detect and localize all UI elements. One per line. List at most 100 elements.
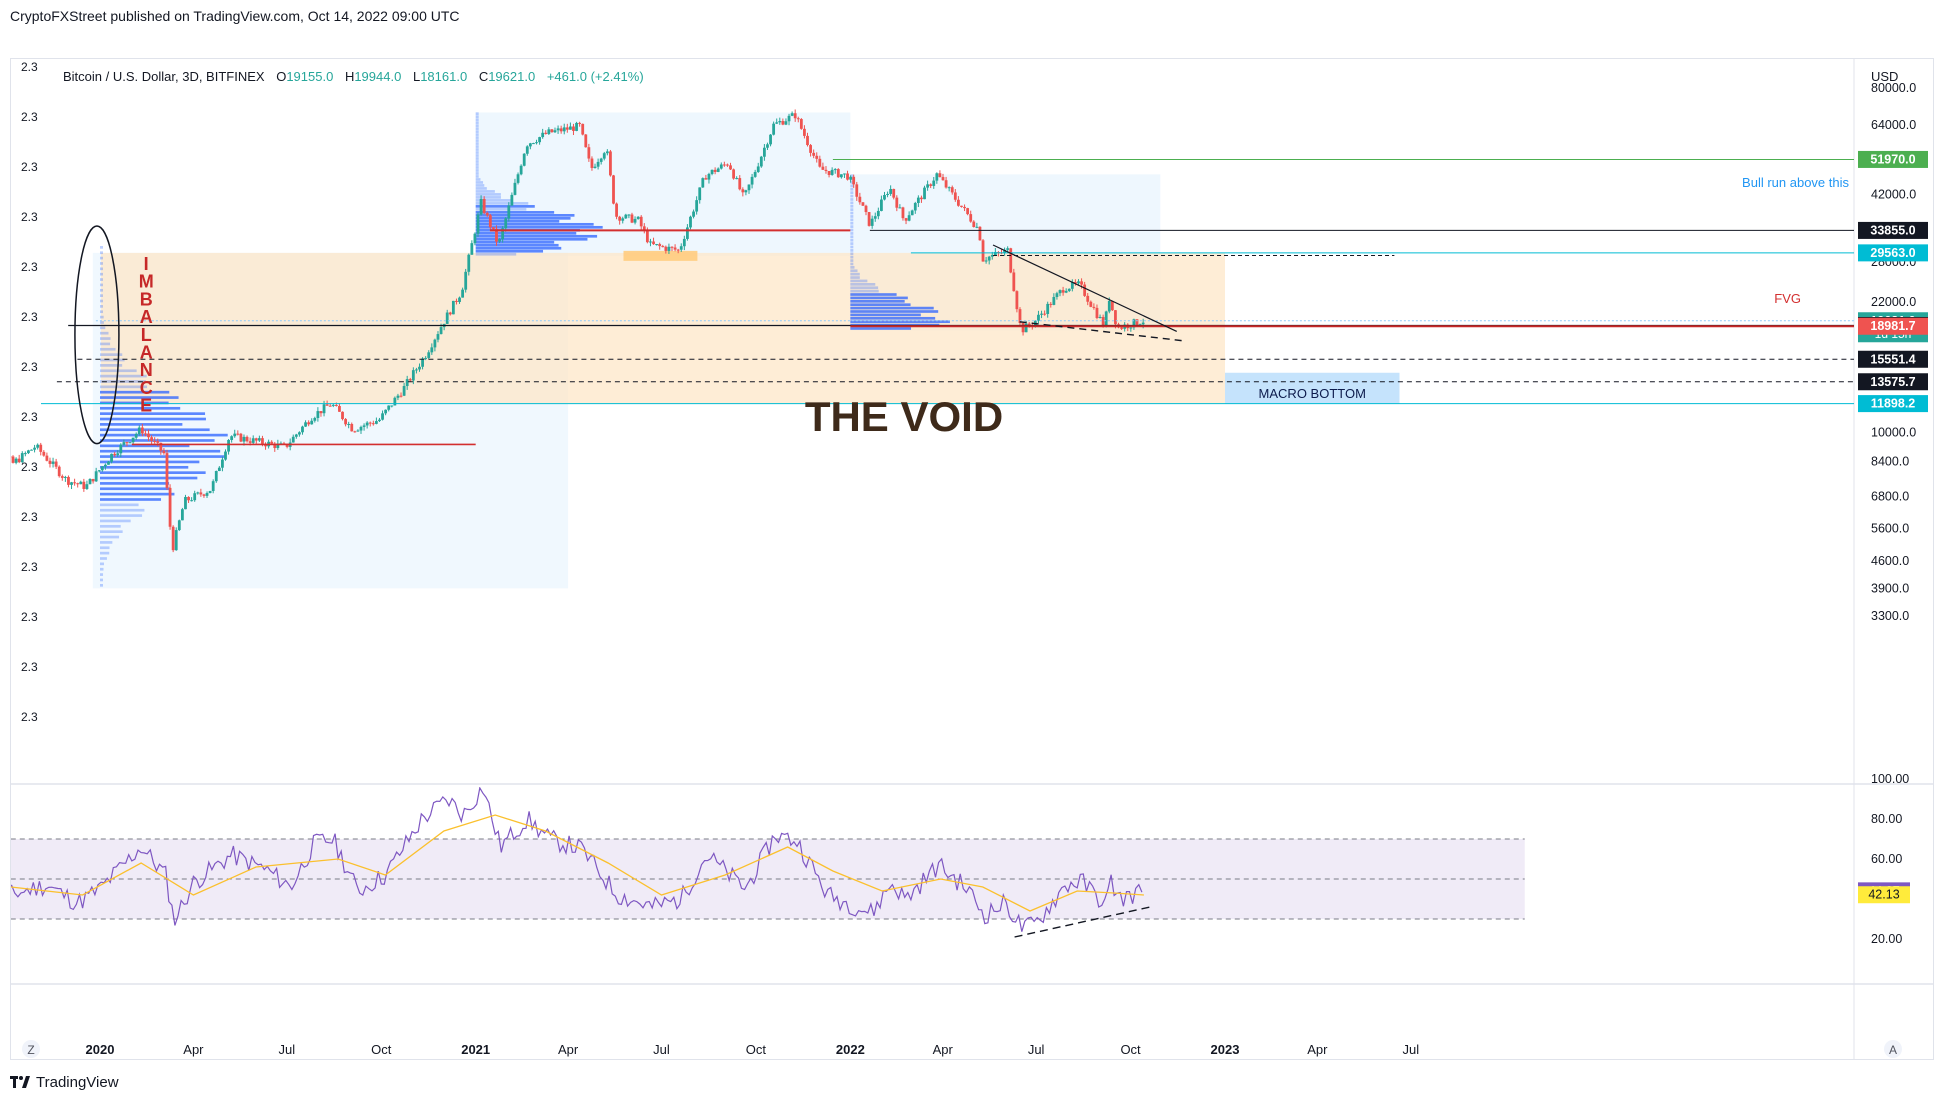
candle-body <box>722 164 726 166</box>
profile-bar <box>850 259 854 262</box>
candle-body <box>205 493 209 496</box>
candle-body <box>1077 281 1080 284</box>
axis-corner-z[interactable]: Z <box>22 1040 40 1058</box>
candle-body <box>79 481 83 485</box>
candle-body <box>642 226 646 231</box>
candle-body <box>131 437 135 443</box>
candle-body <box>156 441 160 443</box>
profile-bar <box>100 262 103 265</box>
candle-body <box>781 121 785 125</box>
candle-body <box>174 530 178 551</box>
candle-body <box>88 478 92 485</box>
candle-body <box>969 214 973 222</box>
candle-body <box>168 487 172 527</box>
profile-bar <box>100 519 131 523</box>
footer-brand[interactable]: TradingView <box>36 1074 119 1091</box>
candle-body <box>42 451 46 456</box>
price-tag <box>1858 244 1928 262</box>
candle-body <box>738 178 742 190</box>
profile-bar <box>100 482 170 485</box>
profile-bar <box>100 364 123 367</box>
candle-body <box>134 433 138 438</box>
candle-body <box>913 202 917 211</box>
candle-body <box>1018 309 1022 323</box>
chart-svg[interactable]: MACRO BOTTOM 2.3 2.3 2.3 2.3 2.3 2.3 2.3 2.3 2.3… <box>11 59 1933 1059</box>
candle-body <box>104 464 107 467</box>
candle-body <box>522 153 526 166</box>
candle-body <box>525 146 529 154</box>
profile-bar <box>850 286 879 290</box>
candle-body <box>766 144 769 148</box>
candle-body <box>214 471 218 482</box>
profile-bar <box>475 222 594 226</box>
candle-body <box>953 192 957 200</box>
candle-body <box>470 243 474 255</box>
candle-body <box>929 184 933 186</box>
left-axis-label: 2.3 <box>21 610 38 624</box>
candle-body <box>870 218 874 226</box>
candle-body <box>895 197 899 208</box>
candle-body <box>60 476 64 478</box>
profile-bar <box>850 255 854 259</box>
profile-bar <box>475 127 479 130</box>
profile-bar <box>100 530 123 534</box>
candle-body <box>898 207 902 209</box>
profile-bar <box>100 492 175 496</box>
candle-body <box>510 194 514 206</box>
profile-bar <box>850 215 854 218</box>
candle-body <box>1027 323 1031 326</box>
candle-body <box>211 481 215 491</box>
candle-body <box>661 246 665 248</box>
time-tick: 2021 <box>461 1042 490 1057</box>
candle-body <box>110 453 113 462</box>
candle-body <box>402 386 406 396</box>
candle-body <box>818 158 822 167</box>
candle-body <box>427 352 431 358</box>
candle-body <box>455 300 458 302</box>
candle-body <box>362 425 366 427</box>
published-by: CryptoFXStreet published on TradingView.… <box>10 8 460 24</box>
profile-bar <box>475 151 479 154</box>
candle-body <box>125 442 129 444</box>
imbalance-letter: E <box>140 396 152 416</box>
candle-body <box>381 413 384 420</box>
profile-bar <box>475 166 479 169</box>
candle-body <box>701 178 705 188</box>
candle-body <box>70 482 73 485</box>
profile-bar <box>850 306 934 310</box>
candle-body <box>411 370 415 381</box>
chart-frame[interactable]: MACRO BOTTOM 2.3 2.3 2.3 2.3 2.3 2.3 2.3 2.3 2.3… <box>10 58 1934 1060</box>
profile-bar <box>850 198 854 201</box>
candle-body <box>593 166 597 168</box>
profile-bar <box>100 524 121 528</box>
candle-body <box>421 358 424 367</box>
profile-bar <box>475 216 571 220</box>
candle-body <box>541 132 545 138</box>
candle-body <box>221 459 224 468</box>
candle-body <box>544 132 548 134</box>
candle-body <box>359 426 363 431</box>
footer: TradingView <box>10 1074 119 1091</box>
candle-body <box>645 230 649 243</box>
candle-body <box>390 405 394 407</box>
price-tag-label: 33855.0 <box>1870 223 1915 237</box>
imbalance-letter: A <box>140 343 153 363</box>
axis-corner-auto[interactable]: A <box>1884 1040 1902 1058</box>
price-tick: 10000.0 <box>1871 425 1916 439</box>
profile-bar <box>100 417 206 421</box>
profile-bar <box>850 187 854 191</box>
candle-body <box>627 214 631 216</box>
candle-body <box>993 251 997 256</box>
tradingview-logo-icon[interactable] <box>10 1075 30 1091</box>
candle-body <box>707 173 711 180</box>
candle-body <box>245 436 249 442</box>
left-axis-label: 2.3 <box>21 660 38 674</box>
candle-body <box>824 169 828 171</box>
candle-body <box>1129 327 1133 329</box>
profile-bar <box>850 252 854 256</box>
price-tick: 80000.0 <box>1871 81 1916 95</box>
candle-body <box>956 199 960 206</box>
candle-body <box>433 339 437 348</box>
price-tick: 22000.0 <box>1871 295 1916 309</box>
price-tag <box>1858 373 1928 391</box>
